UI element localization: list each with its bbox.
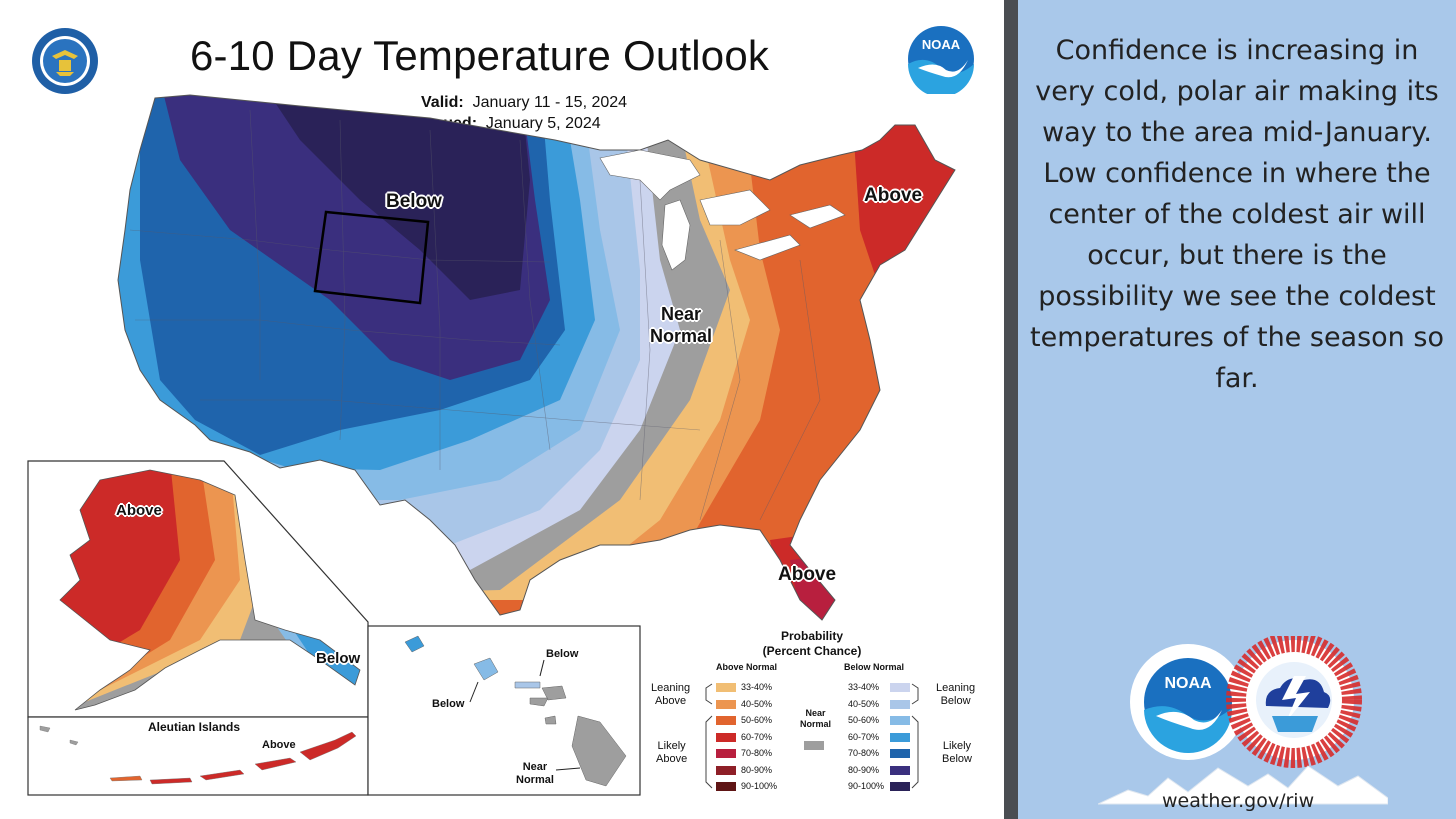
legend-swatch-above-5: [716, 765, 736, 775]
label-florida-above: Above: [778, 564, 837, 585]
legend-swatch-above-2: [716, 716, 736, 725]
label-alaska-above: Above: [116, 502, 162, 519]
label-hawaii-near-normal: Near Normal: [516, 761, 554, 787]
legend-likely-above-2: Above: [656, 753, 688, 765]
panel-divider: [1004, 0, 1018, 819]
confidence-message: Confidence is increasing in very cold, p…: [1030, 35, 1444, 394]
map-title: 6-10 Day Temperature Outlook: [190, 32, 770, 79]
legend-swatch-above-6: [716, 782, 736, 791]
label-normal-line: Normal: [650, 326, 713, 346]
wyoming-outline: [313, 210, 430, 305]
legend-near: Near: [805, 708, 826, 718]
valid-value: January 11 - 15, 2024: [472, 94, 628, 111]
legend-leaning-below-1: Leaning: [936, 682, 976, 694]
legend-range-below-2: 50-60%: [848, 715, 880, 725]
legend-likely-below-1: Likely: [942, 740, 972, 752]
valid-issued-dates: Valid: January 11 - 15, 2024 Issued: Jan…: [421, 92, 627, 134]
conus-outlook-map: [27, 94, 956, 796]
legend-range-below-4: 70-80%: [848, 748, 880, 758]
legend-range-above-0: 33-40%: [741, 682, 773, 692]
legend-swatch-above-1: [716, 699, 736, 709]
legend-swatch-below-4: [890, 749, 910, 758]
legend-range-above-4: 70-80%: [741, 748, 773, 758]
legend-likely-below: Likely Below: [942, 740, 972, 766]
noaa-round-logo-icon: NOAA: [1130, 644, 1246, 760]
label-aleutian-above: Above: [262, 739, 296, 751]
legend-range-above-6: 90-100%: [741, 781, 778, 791]
legend-leaning-below: Leaning Below: [936, 682, 975, 708]
valid-label: Valid:: [421, 94, 464, 111]
great-lakes: [599, 149, 846, 271]
legend-swatch-below-2: [890, 716, 910, 725]
legend-range-above-5: 80-90%: [741, 764, 773, 775]
legend-range-below-6: 90-100%: [848, 781, 885, 791]
legend-leaning-above: Leaning Above: [651, 682, 690, 708]
label-aleutian-title: Aleutian Islands: [148, 720, 241, 734]
nws-round-logo-icon: [1226, 636, 1362, 768]
legend-title: Probability (Percent Chance): [752, 629, 872, 659]
legend-likely-above-1: Likely: [657, 740, 686, 752]
commerce-seal-icon: [32, 28, 98, 94]
legend-range-above-1: 40-50%: [741, 698, 773, 709]
legend-swatch-above-4: [716, 749, 736, 758]
legend-swatch-below-0: [890, 683, 910, 692]
noaa-logo-icon: NOAA: [908, 26, 974, 94]
legend-swatch-below-1: [890, 699, 910, 709]
legend-swatch-above-3: [716, 732, 736, 742]
legend-leaning-above-2: Above: [654, 695, 687, 707]
label-near-normal: Near Normal: [650, 303, 712, 347]
label-near-line: Near: [660, 304, 702, 324]
mountain-silhouette-icon: [1098, 765, 1388, 805]
legend-title-line1: Probability: [780, 629, 843, 643]
label-hawaii-near: Near: [522, 761, 548, 773]
legend-above-header: Above Normal: [716, 662, 778, 672]
legend-leaning-above-1: Leaning: [651, 682, 691, 694]
legend-swatch-below-6: [890, 782, 910, 791]
legend-range-below-5: 80-90%: [848, 764, 880, 775]
label-alaska-below: Below: [316, 650, 361, 667]
legend-near-normal: Near Normal: [800, 708, 831, 730]
label-hawaii-below-west: Below: [432, 698, 465, 710]
label-northeast-above: Above: [864, 185, 923, 206]
legend-normal: Normal: [800, 719, 832, 729]
issued-value: January 5, 2024: [485, 115, 601, 132]
aleutian-islands: [39, 725, 357, 785]
label-hawaii-normal: Normal: [516, 774, 554, 786]
website-url: weather.gov/riw: [1162, 790, 1315, 812]
legend-swatch-below-3: [890, 732, 910, 742]
legend-range-above-2: 50-60%: [741, 715, 773, 725]
noaa-nws-logos: NOAA: [1098, 636, 1388, 805]
noaa-logo-text: NOAA: [922, 37, 961, 52]
legend-range-below-0: 33-40%: [848, 682, 880, 692]
legend-range-above-3: 60-70%: [741, 731, 773, 742]
legend-swatch-near: [804, 741, 824, 750]
legend-swatch-below-5: [890, 765, 910, 775]
legend-range-below-3: 60-70%: [848, 731, 880, 742]
legend-swatch-above-0: [716, 683, 736, 692]
label-hawaii-below-north: Below: [546, 648, 579, 660]
legend-below-header: Below Normal: [844, 662, 905, 672]
hawaii-islands: [404, 635, 627, 787]
noaa-round-logo-text: NOAA: [1164, 675, 1212, 692]
legend-leaning-below-2: Below: [940, 695, 971, 707]
label-north-central-below: Below: [386, 191, 442, 212]
legend-range-below-1: 40-50%: [848, 698, 880, 709]
legend-title-line2: (Percent Chance): [762, 644, 862, 658]
outlook-map-panel: 6-10 Day Temperature Outlook Valid: Janu…: [27, 26, 976, 796]
legend-likely-below-2: Below: [942, 753, 972, 765]
legend-likely-above: Likely Above: [656, 740, 687, 766]
